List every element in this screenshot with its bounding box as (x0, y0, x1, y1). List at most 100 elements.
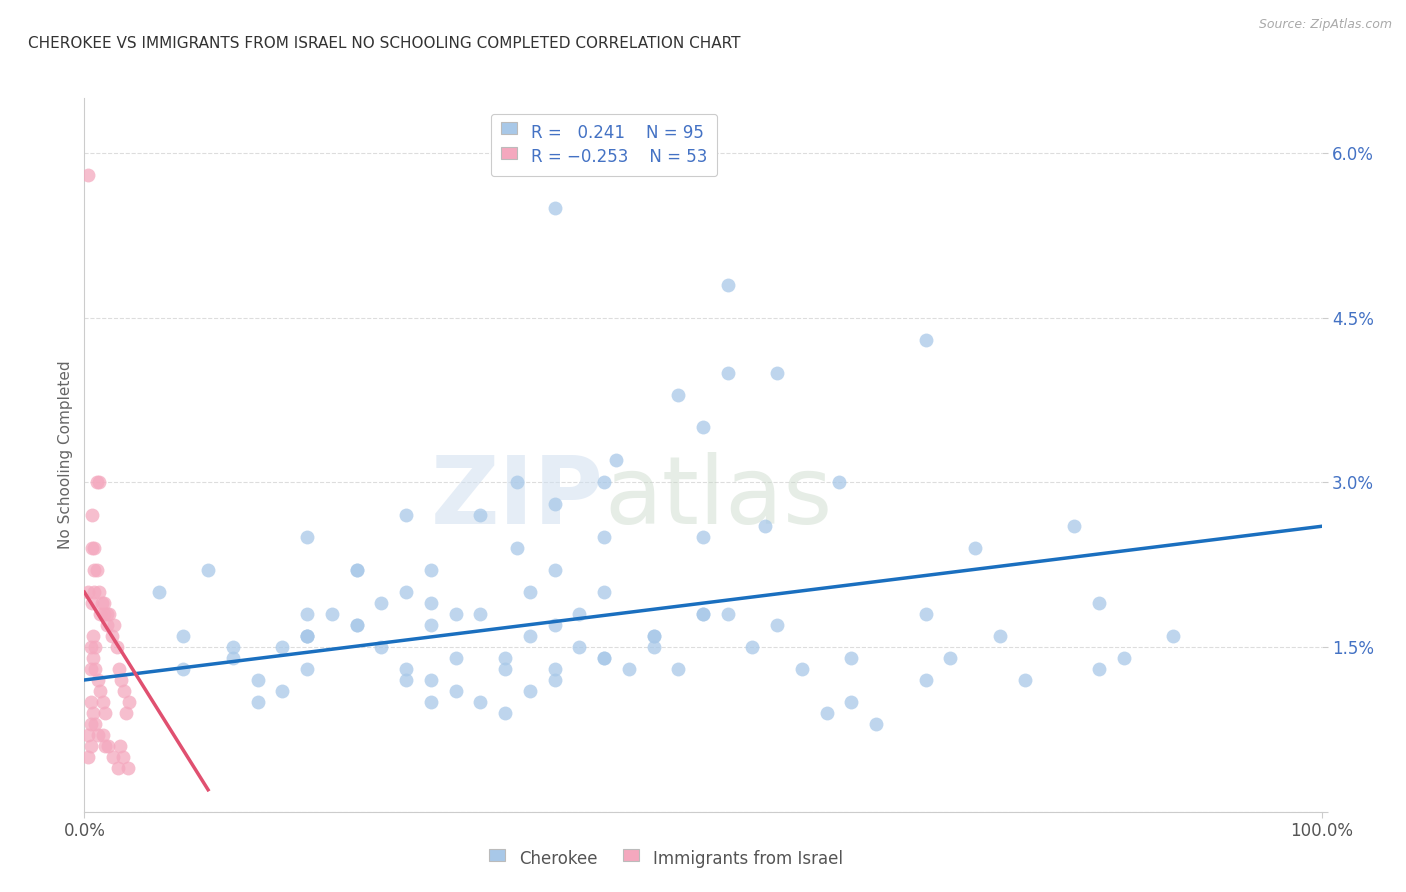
Point (115, 706, 138, 720)
Point (94, 706, 117, 720)
Legend: Cherokee, Immigrants from Israel: Cherokee, Immigrants from Israel (482, 844, 849, 875)
Point (79, 717, 101, 731)
Point (86, 563, 108, 577)
Point (172, 662, 194, 676)
Point (988, 629, 1011, 643)
Point (370, 596, 392, 610)
Point (717, 607, 740, 621)
Point (107, 761, 129, 775)
Point (506, 541, 529, 556)
Point (91, 728, 114, 742)
Point (692, 607, 714, 621)
Point (98, 607, 121, 621)
Point (83, 541, 105, 556)
Point (395, 673, 418, 687)
Point (841, 651, 863, 665)
Point (470, 508, 492, 523)
Point (444, 684, 467, 698)
Point (939, 651, 962, 665)
Point (222, 651, 245, 665)
Point (148, 585, 170, 599)
Point (494, 706, 516, 720)
Point (395, 585, 418, 599)
Point (419, 563, 441, 577)
Point (80, 541, 103, 556)
Point (815, 706, 838, 720)
Point (82, 629, 104, 643)
Point (82, 651, 104, 665)
Point (105, 640, 128, 654)
Point (96, 618, 118, 632)
Point (100, 629, 122, 643)
Point (593, 585, 616, 599)
Point (83, 563, 105, 577)
Point (543, 673, 565, 687)
Point (77, 585, 100, 599)
Point (110, 673, 132, 687)
Text: Source: ZipAtlas.com: Source: ZipAtlas.com (1258, 18, 1392, 31)
Point (172, 629, 194, 643)
Point (494, 662, 516, 676)
Point (419, 673, 441, 687)
Point (1088, 596, 1111, 610)
Point (77, 168, 100, 182)
Point (84, 640, 107, 654)
Point (80, 596, 103, 610)
Point (117, 761, 139, 775)
Point (470, 607, 492, 621)
Point (666, 387, 689, 401)
Point (77, 749, 100, 764)
Point (914, 333, 936, 347)
Point (82, 706, 104, 720)
Point (112, 684, 135, 698)
Point (89, 607, 111, 621)
Point (965, 541, 987, 556)
Point (197, 563, 219, 577)
Point (419, 596, 441, 610)
Point (419, 695, 441, 709)
Point (295, 629, 318, 643)
Point (643, 640, 665, 654)
Point (90, 596, 112, 610)
Point (766, 618, 789, 632)
Point (543, 497, 565, 511)
Point (593, 651, 616, 665)
Point (543, 662, 565, 676)
Point (395, 508, 418, 523)
Point (1112, 651, 1135, 665)
Point (93, 607, 115, 621)
Point (103, 618, 125, 632)
Point (692, 530, 714, 544)
Point (271, 640, 294, 654)
Point (754, 519, 776, 533)
Point (865, 717, 887, 731)
Point (89, 684, 111, 698)
Point (93, 596, 115, 610)
Point (87, 728, 110, 742)
Point (346, 563, 368, 577)
Point (87, 673, 110, 687)
Point (91, 695, 114, 709)
Point (370, 640, 392, 654)
Point (617, 662, 640, 676)
Point (295, 629, 318, 643)
Point (77, 728, 100, 742)
Point (692, 420, 714, 434)
Point (741, 640, 763, 654)
Point (568, 640, 591, 654)
Point (519, 629, 541, 643)
Point (295, 607, 318, 621)
Point (395, 662, 418, 676)
Point (89, 475, 111, 490)
Point (828, 475, 851, 490)
Point (1014, 673, 1036, 687)
Point (79, 695, 101, 709)
Point (94, 739, 117, 753)
Point (444, 607, 467, 621)
Point (321, 607, 343, 621)
Point (643, 629, 665, 643)
Point (246, 673, 269, 687)
Point (101, 749, 124, 764)
Point (914, 673, 936, 687)
Point (84, 662, 107, 676)
